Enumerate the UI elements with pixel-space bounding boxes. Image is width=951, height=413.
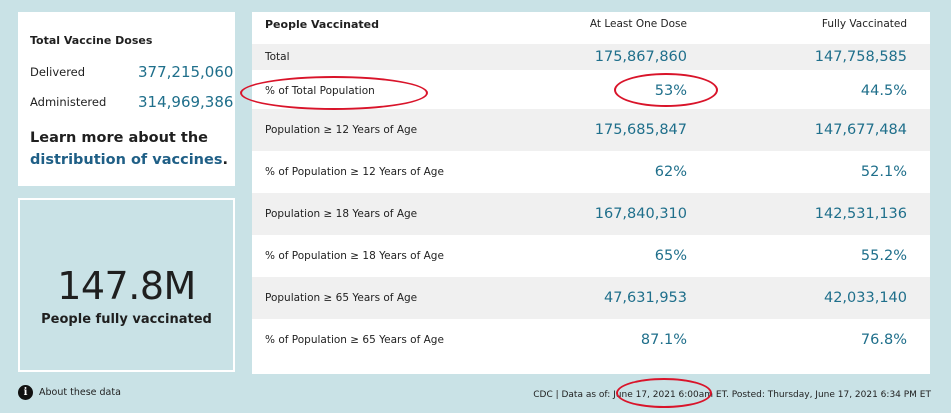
one-dose-value: 87.1% [640,332,687,348]
learn-more-prefix: Learn more about the [30,130,209,146]
row-label: Total [265,51,290,63]
fully-value: 76.8% [860,332,907,348]
column-header-one-dose: At Least One Dose [589,18,687,30]
one-dose-value: 65% [654,248,687,264]
table-header-row: People Vaccinated At Least One Dose Full… [252,12,930,36]
delivered-value: 377,215,060 [138,63,234,81]
delivered-label: Delivered [30,65,86,79]
distribution-link[interactable]: distribution of vaccines [30,152,223,168]
one-dose-value: 53% [654,82,687,99]
fully-value: 147,677,484 [814,122,907,138]
fully-value: 142,531,136 [814,206,907,222]
learn-more-suffix: . [222,152,228,168]
source-note: CDC | Data as of: June 17, 2021 6:00am E… [533,390,931,400]
one-dose-value: 175,867,860 [594,49,687,65]
row-label: % of Population ≥ 12 Years of Age [265,166,444,178]
total-doses-title: Total Vaccine Doses [30,34,153,47]
table-row: % of Total Population 53% 44.5% [252,72,930,109]
about-data-link[interactable]: i About these data [18,385,121,400]
people-vaccinated-table: People Vaccinated At Least One Dose Full… [252,12,930,374]
table-row: % of Population ≥ 18 Years of Age 65% 55… [252,235,930,277]
one-dose-value: 175,685,847 [594,122,687,138]
table-row: Population ≥ 18 Years of Age 167,840,310… [252,193,930,235]
row-label: Population ≥ 12 Years of Age [265,124,418,136]
fully-value: 44.5% [860,82,907,99]
fully-value: 52.1% [860,164,907,180]
learn-more-text: Learn more about the distribution of vac… [30,127,235,171]
row-label: % of Population ≥ 18 Years of Age [265,250,444,262]
one-dose-value: 62% [654,164,687,180]
delivered-row: Delivered 377,215,060 [30,57,235,87]
one-dose-value: 167,840,310 [594,206,687,222]
table-row: % of Population ≥ 65 Years of Age 87.1% … [252,319,930,361]
table-row: Population ≥ 65 Years of Age 47,631,953 … [252,277,930,319]
fully-value: 55.2% [860,248,907,264]
table-row: Population ≥ 12 Years of Age 175,685,847… [252,109,930,151]
about-data-label[interactable]: About these data [39,387,121,398]
administered-value: 314,969,386 [138,93,234,111]
row-label: Population ≥ 18 Years of Age [265,208,418,220]
table-row: Total 175,867,860 147,758,585 [252,44,930,70]
column-header-category: People Vaccinated [265,17,380,31]
column-header-fully: Fully Vaccinated [821,18,907,30]
info-icon[interactable]: i [18,385,33,400]
row-label: Population ≥ 65 Years of Age [265,292,418,304]
administered-label: Administered [30,95,107,109]
administered-row: Administered 314,969,386 [30,87,235,117]
fully-vaccinated-value: 147.8M [57,264,196,308]
fully-value: 42,033,140 [823,290,907,306]
row-label: % of Population ≥ 65 Years of Age [265,334,444,346]
one-dose-value: 47,631,953 [603,290,687,306]
fully-vaccinated-card: 147.8M People fully vaccinated [18,198,235,372]
fully-vaccinated-caption: People fully vaccinated [41,312,212,327]
table-row: % of Population ≥ 12 Years of Age 62% 52… [252,151,930,193]
row-label: % of Total Population [265,84,375,97]
total-doses-card: Total Vaccine Doses Delivered 377,215,06… [18,12,235,186]
fully-value: 147,758,585 [814,49,907,65]
